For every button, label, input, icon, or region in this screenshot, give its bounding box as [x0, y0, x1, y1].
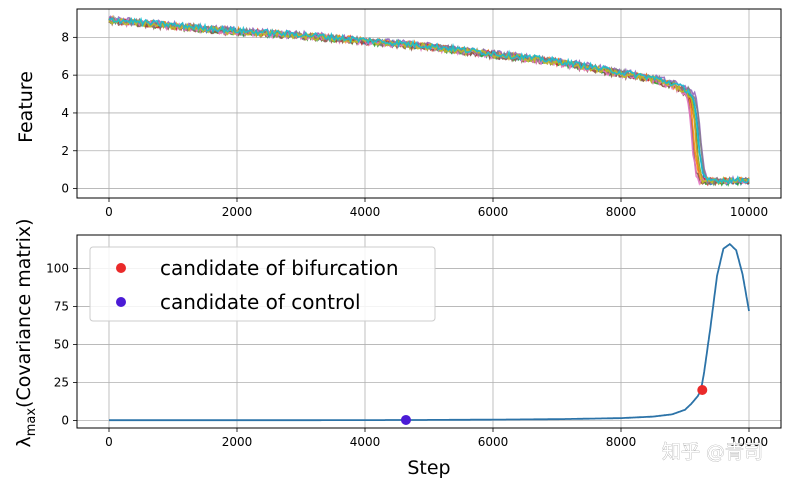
legend-box	[89, 246, 436, 322]
eigenvalue-y-tick-label-4: 100	[46, 261, 69, 275]
marker-point-0	[697, 385, 708, 396]
feature-x-tick-label-1: 2000	[222, 205, 253, 219]
watermark: 知乎 @青司	[662, 441, 763, 463]
eigenvalue-y-tick-label-1: 25	[54, 375, 69, 389]
feature-series-line-9	[108, 16, 750, 185]
eigenvalue-x-axis-label: Step	[407, 457, 450, 479]
legend: candidate of bifurcation candidate of co…	[89, 246, 436, 322]
eigenvalue-x-tick-label-1: 2000	[222, 435, 253, 449]
feature-y-axis-label: Feature	[15, 71, 37, 143]
legend-marker-bifurcation	[116, 263, 126, 273]
lambda-subscript: max	[24, 408, 39, 437]
lambda-argument: (Covariance matrix)	[13, 218, 35, 408]
feature-x-tick-label-5: 10000	[730, 205, 768, 219]
feature-x-ticks: 0 2000 4000 6000 8000 10000	[105, 198, 768, 219]
eigenvalue-markers	[400, 385, 708, 425]
feature-y-tick-label-0: 0	[61, 182, 69, 196]
eigenvalue-x-tick-label-3: 6000	[478, 435, 509, 449]
eigenvalue-y-tick-label-2: 50	[54, 337, 69, 351]
feature-y-tick-label-1: 2	[61, 144, 69, 158]
eigenvalue-x-tick-label-5: 10000	[730, 435, 768, 449]
legend-label-control: candidate of control	[160, 290, 361, 314]
feature-y-tick-label-3: 6	[61, 68, 69, 82]
feature-y-tick-label-4: 8	[61, 30, 69, 44]
eigenvalue-y-tick-label-0: 0	[61, 413, 69, 427]
feature-plot-border	[76, 8, 782, 199]
eigenvalue-panel: 0 2000 4000 6000 8000 10000 0 25 50 75 100 candid…	[13, 218, 782, 479]
feature-x-tick-label-4: 8000	[606, 205, 637, 219]
eigenvalue-y-axis-label: λmax(Covariance matrix)	[13, 218, 39, 447]
feature-plot-frame	[77, 9, 781, 198]
feature-panel: 0 2000 4000 6000 8000 10000 0 2 4 6 8 Feature	[15, 8, 782, 219]
feature-x-tick-label-3: 6000	[478, 205, 509, 219]
legend-marker-control	[116, 297, 126, 307]
lambda-symbol: λ	[13, 436, 35, 447]
eigenvalue-plot-border	[76, 234, 782, 429]
eigenvalue-line	[109, 242, 750, 422]
eigenvalue-x-ticks: 0 2000 4000 6000 8000 10000	[105, 428, 768, 449]
eigenvalue-y-ticks: 0 25 50 75 100	[46, 261, 77, 427]
eigenvalue-x-tick-label-2: 4000	[350, 435, 381, 449]
feature-x-tick-label-2: 4000	[350, 205, 381, 219]
feature-x-tick-label-0: 0	[105, 205, 113, 219]
feature-y-ticks: 0 2 4 6 8	[61, 30, 77, 196]
feature-y-tick-label-2: 4	[61, 106, 69, 120]
eigenvalue-x-tick-label-4: 8000	[606, 435, 637, 449]
eigenvalue-y-tick-label-3: 75	[54, 299, 69, 313]
legend-label-bifurcation: candidate of bifurcation	[160, 256, 399, 280]
feature-series-group	[108, 14, 750, 187]
marker-point-1	[400, 414, 411, 425]
eigenvalue-x-tick-label-0: 0	[105, 435, 113, 449]
